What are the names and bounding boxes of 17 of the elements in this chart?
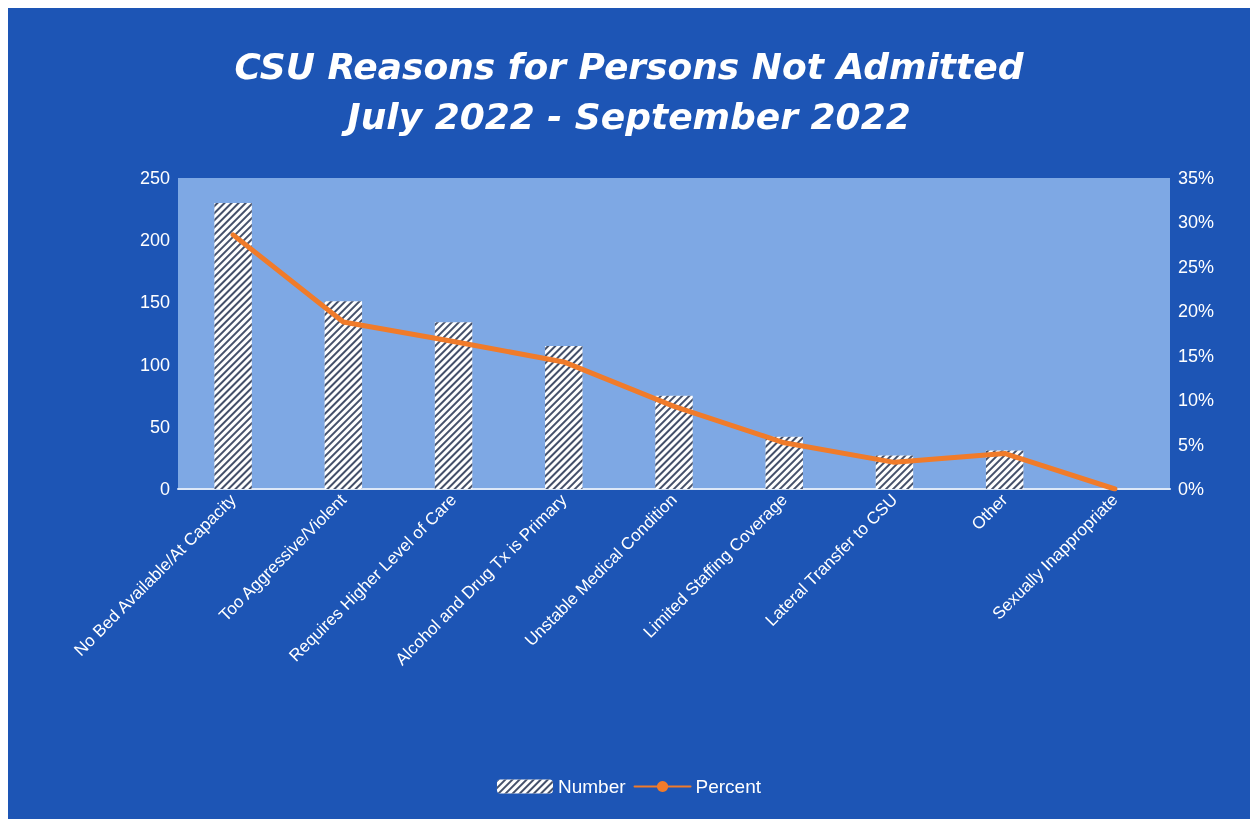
y2-tick-label: 10% (1178, 390, 1215, 411)
legend-label: Number (557, 776, 627, 797)
legend-label: Percent (695, 776, 762, 797)
y2-tick-label: 15% (1178, 345, 1215, 366)
y-tick-label: 50 (149, 416, 170, 437)
y-tick-label: 100 (139, 354, 170, 375)
y-tick-label: 250 (139, 168, 170, 188)
y2-tick-label: 25% (1178, 256, 1215, 277)
chart-title: CSU Reasons for Persons Not Admitted July 2022 - September 2022 (234, 45, 1025, 137)
y-tick-label: 0 (159, 479, 170, 499)
y-tick-label: 200 (139, 230, 170, 251)
y2-tick-label: 30% (1178, 212, 1215, 233)
y-tick-label: 150 (139, 292, 170, 313)
y2-tick-label: 0% (1178, 479, 1205, 499)
y2-tick-label: 35% (1178, 168, 1215, 188)
y2-tick-label: 20% (1178, 301, 1215, 322)
y2-tick-label: 5% (1178, 434, 1205, 455)
